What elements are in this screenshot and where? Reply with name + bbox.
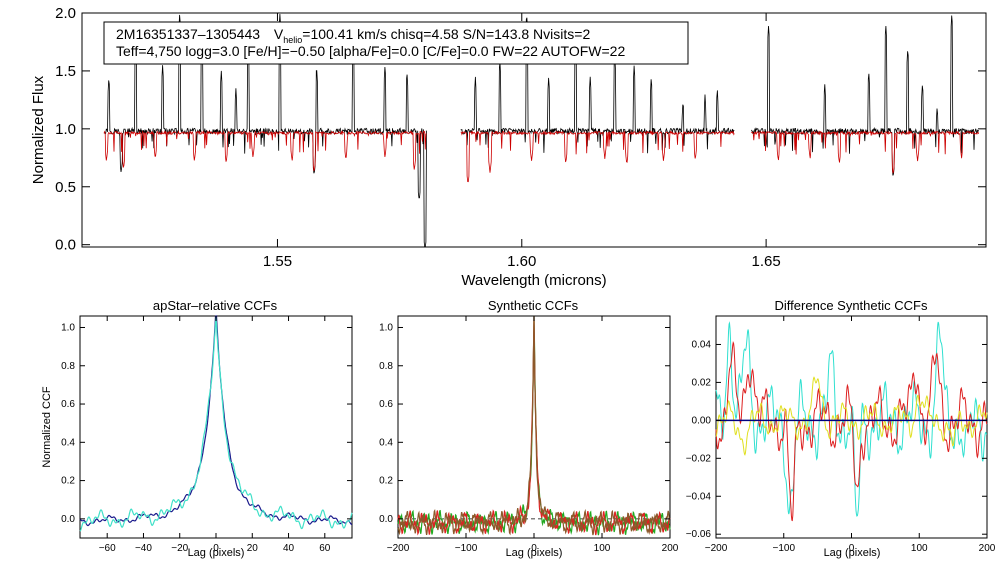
difference-ccf-series-diff-cyan — [715, 321, 987, 517]
synthetic-ccf-y-tick-label: 1.0 — [379, 322, 393, 333]
synthetic-ccf-title: Synthetic CCFs — [488, 298, 579, 313]
difference-ccf-y-tick-label: 0.00 — [692, 415, 712, 426]
spectrum-info-line-1: 2M16351337–1305443 Vhelio=100.41 km/s ch… — [116, 26, 590, 45]
spectrum-x-axis-label: Wavelength (microns) — [461, 272, 606, 289]
spectrum-y-tick-label: 0.0 — [55, 237, 76, 254]
synthetic-ccf-y-tick-label: 0.0 — [379, 514, 393, 525]
difference-ccf-y-tick-label: −0.04 — [686, 491, 712, 502]
apstar-ccf-x-tick-label: −60 — [99, 543, 116, 554]
difference-ccf-x-tick-label: 0 — [849, 543, 855, 554]
info-line-1-rest: =100.41 km/s chisq=4.58 S/N=143.8 Nvisit… — [302, 26, 590, 42]
spectrum-info-line-2: Teff=4,750 logg=3.0 [Fe/H]=−0.50 [alpha/… — [116, 43, 625, 59]
synthetic-ccf-x-tick-label: 200 — [662, 543, 679, 554]
difference-ccf-title: Difference Synthetic CCFs — [775, 298, 928, 313]
spectrum-info-box — [103, 21, 689, 65]
spectrum-y-axis-label: Normalized Flux — [30, 75, 47, 184]
apstar-ccf-x-tick-label: −40 — [135, 543, 152, 554]
apstar-ccf-title: apStar–relative CCFs — [153, 298, 278, 313]
difference-ccf-x-tick-label: −200 — [705, 543, 728, 554]
synthetic-ccf-y-tick-label: 0.2 — [379, 476, 393, 487]
synthetic-ccf-x-tick-label: 0 — [531, 543, 537, 554]
difference-ccf-panel: Difference Synthetic CCFs −200 −100 0 100 20… — [686, 298, 996, 559]
spectrum-x-tick-label: 1.65 — [752, 253, 781, 270]
difference-ccf-plot-frame — [715, 315, 988, 539]
apstar-ccf-x-tick-label: 60 — [319, 543, 331, 554]
synthetic-ccf-x-tick-label: −200 — [387, 543, 410, 554]
apstar-ccf-series-ccf-visit-1 — [79, 315, 352, 527]
synthetic-ccf-y-tick-label: 0.6 — [379, 399, 393, 410]
synthetic-ccf-x-axis-label: Lag (pixels) — [506, 547, 563, 559]
apstar-ccf-y-tick-label: 0.2 — [61, 476, 75, 487]
spectrum-y-tick-label: 2.0 — [55, 5, 76, 22]
difference-ccf-tick-group: −200 −100 0 100 200 −0.06 −0.04 −0.02 0.00 0.02 0.… — [686, 316, 996, 554]
apstar-ccf-panel: apStar–relative CCFs −60 −40 −20 0 20 40 60 0.0… — [41, 298, 353, 559]
difference-ccf-series-group — [715, 321, 988, 522]
difference-ccf-series-diff-yellow — [715, 376, 988, 456]
apstar-ccf-series-ccf-visit-2 — [79, 316, 353, 532]
synthetic-ccf-series-synthetic-ccf-brown — [397, 320, 671, 536]
spectrum-x-tick-label: 1.55 — [263, 253, 292, 270]
synthetic-ccf-y-tick-label: 0.4 — [379, 437, 393, 448]
spectrum-y-tick-label: 0.5 — [55, 179, 76, 196]
synthetic-ccf-panel: Synthetic CCFs −200 −100 0 100 200 0.0 0.2 0.4 0… — [379, 298, 679, 559]
apstar-ccf-x-tick-label: −20 — [171, 543, 188, 554]
apstar-ccf-plot-frame — [79, 315, 353, 539]
spectrum-y-tick-label: 1.0 — [55, 121, 76, 138]
synthetic-ccf-x-tick-label: 100 — [594, 543, 611, 554]
apstar-ccf-x-tick-label: 40 — [283, 543, 295, 554]
v-helio-label: V — [274, 26, 284, 42]
difference-ccf-x-tick-label: 100 — [911, 543, 928, 554]
star-id: 2M16351337–1305443 — [116, 26, 260, 42]
synthetic-ccf-series-group — [397, 315, 671, 536]
apstar-ccf-series-group — [79, 315, 353, 532]
spectrum-series-group — [103, 13, 980, 248]
apstar-ccf-y-tick-label: 1.0 — [61, 322, 75, 333]
apstar-ccf-x-axis-label: Lag (pixels) — [188, 547, 245, 559]
difference-ccf-x-tick-label: 200 — [979, 543, 996, 554]
spectrum-series-synthetic — [103, 130, 980, 183]
difference-ccf-y-tick-label: 0.04 — [692, 339, 712, 350]
apstar-ccf-y-tick-label: 0.0 — [61, 514, 75, 525]
apstar-ccf-x-tick-label: 0 — [213, 543, 219, 554]
apstar-ccf-y-tick-label: 0.4 — [61, 437, 75, 448]
apstar-ccf-y-tick-label: 0.6 — [61, 399, 75, 410]
synthetic-ccf-y-tick-label: 0.8 — [379, 361, 393, 372]
difference-ccf-x-axis-label: Lag (pixels) — [824, 547, 881, 559]
spectrum-x-tick-label: 1.60 — [507, 253, 536, 270]
difference-ccf-x-tick-label: −100 — [772, 543, 795, 554]
apstar-ccf-y-axis-label: Normalized CCF — [41, 386, 53, 468]
synthetic-ccf-x-tick-label: −100 — [455, 543, 478, 554]
spectrum-y-tick-label: 1.5 — [55, 63, 76, 80]
spectrum-plot-frame — [81, 12, 987, 248]
apstar-ccf-y-tick-label: 0.8 — [61, 361, 75, 372]
difference-ccf-series-diff-red — [715, 341, 988, 522]
spectrum-panel: 1.55 1.60 1.65 0.0 0.5 1.0 1.5 2.0 2M16351337–1… — [30, 5, 987, 289]
difference-ccf-y-tick-label: −0.02 — [686, 453, 712, 464]
spectrum-tick-group: 1.55 1.60 1.65 0.0 0.5 1.0 1.5 2.0 — [55, 5, 986, 270]
apstar-ccf-tick-group: −60 −40 −20 0 20 40 60 0.0 0.2 0.4 0.6 0.8 1.0 — [61, 316, 352, 554]
apstar-ccf-x-tick-label: 20 — [247, 543, 259, 554]
difference-ccf-y-tick-label: −0.06 — [686, 529, 712, 540]
synthetic-ccf-tick-group: −200 −100 0 100 200 0.0 0.2 0.4 0.6 0.8 1.0 — [379, 316, 679, 554]
v-helio-subscript: helio — [283, 35, 302, 45]
difference-ccf-y-tick-label: 0.02 — [692, 377, 712, 388]
